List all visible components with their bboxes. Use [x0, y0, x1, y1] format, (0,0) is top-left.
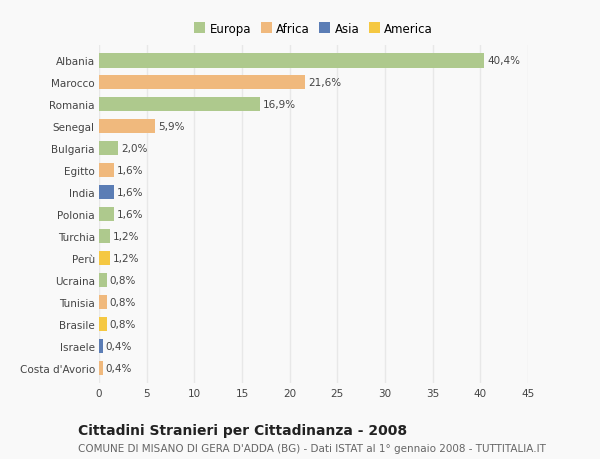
Legend: Europa, Africa, Asia, America: Europa, Africa, Asia, America — [190, 18, 437, 40]
Bar — [99, 76, 305, 90]
Bar — [99, 230, 110, 244]
Bar — [99, 339, 103, 353]
Bar — [99, 207, 114, 222]
Text: COMUNE DI MISANO DI GERA D'ADDA (BG) - Dati ISTAT al 1° gennaio 2008 - TUTTITALI: COMUNE DI MISANO DI GERA D'ADDA (BG) - D… — [78, 443, 546, 453]
Bar — [99, 251, 110, 265]
Text: 21,6%: 21,6% — [308, 78, 341, 88]
Text: 1,2%: 1,2% — [113, 253, 140, 263]
Text: Cittadini Stranieri per Cittadinanza - 2008: Cittadini Stranieri per Cittadinanza - 2… — [78, 423, 407, 437]
Text: 0,8%: 0,8% — [109, 297, 136, 307]
Text: 40,4%: 40,4% — [487, 56, 520, 66]
Bar — [99, 185, 114, 200]
Text: 1,6%: 1,6% — [117, 210, 143, 219]
Bar — [99, 142, 118, 156]
Bar — [99, 54, 484, 68]
Text: 1,6%: 1,6% — [117, 166, 143, 176]
Bar — [99, 120, 155, 134]
Text: 5,9%: 5,9% — [158, 122, 185, 132]
Bar — [99, 164, 114, 178]
Text: 2,0%: 2,0% — [121, 144, 148, 154]
Bar — [99, 273, 107, 287]
Text: 0,4%: 0,4% — [106, 341, 132, 351]
Text: 1,6%: 1,6% — [117, 188, 143, 198]
Text: 0,8%: 0,8% — [109, 319, 136, 329]
Text: 16,9%: 16,9% — [263, 100, 296, 110]
Text: 0,4%: 0,4% — [106, 363, 132, 373]
Bar — [99, 361, 103, 375]
Text: 1,2%: 1,2% — [113, 231, 140, 241]
Bar — [99, 317, 107, 331]
Text: 0,8%: 0,8% — [109, 275, 136, 285]
Bar — [99, 295, 107, 309]
Bar — [99, 98, 260, 112]
